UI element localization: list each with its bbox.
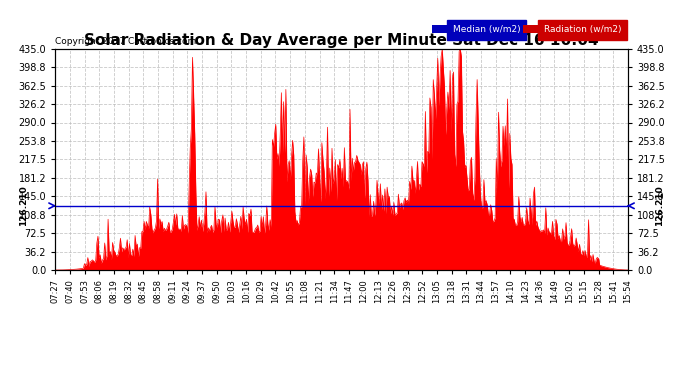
Text: 126.210: 126.210: [19, 185, 28, 226]
Title: Solar Radiation & Day Average per Minute Sat Dec 16 16:04: Solar Radiation & Day Average per Minute…: [84, 33, 599, 48]
Text: 126.210: 126.210: [655, 185, 664, 226]
Text: Copyright 2017 Cartronics.com: Copyright 2017 Cartronics.com: [55, 38, 197, 46]
Legend: Median (w/m2), Radiation (w/m2): Median (w/m2), Radiation (w/m2): [431, 23, 623, 36]
